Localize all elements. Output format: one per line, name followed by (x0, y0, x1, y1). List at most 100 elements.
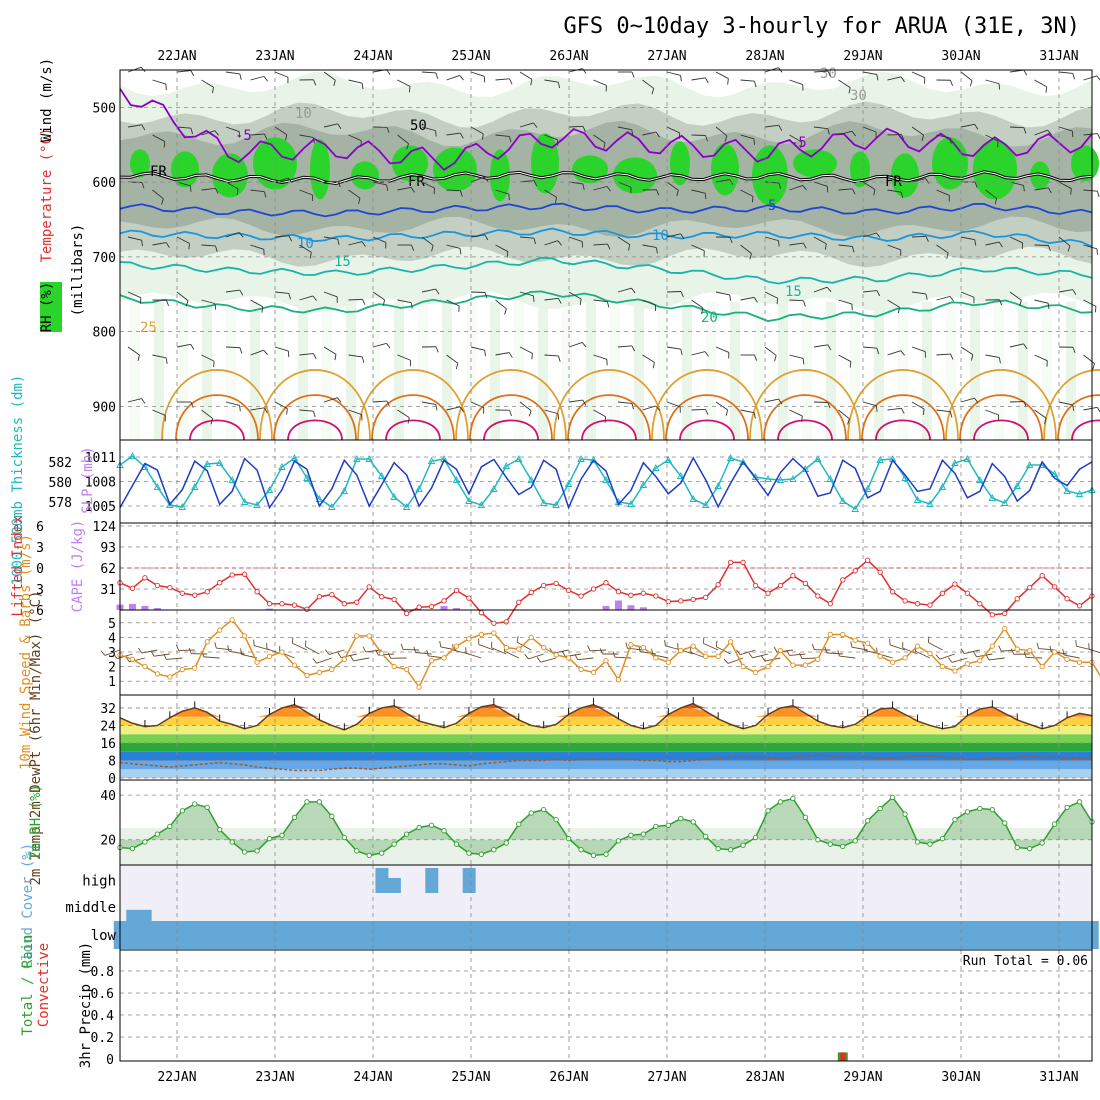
wind-barb (519, 236, 534, 239)
wind10-barb (801, 657, 818, 660)
lifted-index-series-point (179, 590, 185, 596)
cloud-cell-low (475, 921, 489, 949)
rh-low-column (634, 301, 644, 440)
wind10-barb-flag (1062, 648, 1065, 656)
cloud-cell-low (375, 921, 389, 949)
wind-barb (348, 79, 363, 84)
wind-barb-flag (190, 70, 195, 77)
wind10-series-point (1051, 649, 1058, 655)
wind10-barb (104, 649, 121, 656)
wind-barb (813, 181, 828, 187)
rh2m-series-point (590, 852, 597, 858)
wind10-series-point (428, 658, 435, 664)
rh-bright-cell (212, 153, 248, 198)
cloud-cell-low (387, 921, 401, 949)
thickness-series-point (652, 464, 660, 471)
wind-barb (152, 79, 167, 85)
wind10-barb (491, 647, 507, 655)
wind-barb-flag (165, 242, 170, 248)
wind-barb (862, 181, 876, 190)
wind-barb (813, 236, 827, 245)
wind10-barb-flag (536, 657, 542, 663)
contour-label: 30 (820, 66, 837, 82)
rh-low-column (874, 301, 884, 440)
wind-barb (789, 242, 804, 246)
warm-contour (469, 394, 553, 441)
wind-barb-flag (631, 129, 634, 136)
warm-contour (959, 394, 1043, 441)
wind-barb (911, 71, 925, 79)
wind-ylabel: 10m Wind Speed & Barbs (m/s) (18, 534, 34, 770)
wind-barb (642, 299, 656, 306)
thickness-series-point (664, 456, 673, 463)
wind-barb (176, 70, 191, 73)
lifted-index-series-point (428, 603, 435, 610)
cape-ytick: 93 (100, 541, 116, 556)
rh-low-column (970, 301, 980, 440)
thickness-series-point (539, 499, 548, 506)
wind10-barb (403, 648, 420, 651)
wind-barb-flag (459, 75, 464, 81)
temp-ytick: 16 (100, 737, 116, 752)
wind-barb (1083, 244, 1098, 250)
wind-barb-flag (974, 239, 977, 246)
temp-stripe-2 (120, 751, 1092, 761)
wind-barb (470, 176, 485, 183)
wind-barb (544, 189, 557, 198)
cloud-cell-low (599, 921, 613, 949)
lifted-index-series-point (802, 580, 809, 587)
wind-barb-flag (778, 240, 780, 247)
rh2m-series-point (1051, 821, 1058, 827)
wind-barb-flag (435, 288, 440, 295)
wind10-barb (228, 650, 245, 655)
wind-barb (127, 291, 141, 299)
wind-barb (274, 235, 289, 238)
lifted-index-series-point (366, 584, 372, 590)
wind-barb (985, 241, 1000, 246)
contour-label: FR (150, 164, 167, 180)
wind-barb-flag (849, 361, 852, 368)
wind-barb-flag (557, 298, 562, 304)
wind-barb-flag (946, 252, 949, 259)
cloud-cell-low (998, 921, 1012, 949)
wind-barb-flag (386, 127, 390, 134)
top-date-label: 23JAN (255, 49, 294, 64)
wind10-barb-flag (960, 648, 965, 654)
wind-barb (789, 354, 804, 359)
wind-barb (789, 185, 803, 191)
cloud-cell-low (911, 921, 925, 949)
wind10-barb-flag (400, 643, 404, 650)
rh2m-series-point (690, 819, 696, 825)
rh-low-column (898, 301, 908, 440)
wind-barb (960, 291, 975, 298)
wind10-series-point (179, 666, 185, 673)
thickness-series-point (701, 501, 710, 508)
temp2m-series-line (119, 702, 1093, 731)
cloud-cell-low (176, 921, 190, 949)
wind-barb-flag (852, 188, 856, 195)
warm-contour (567, 394, 651, 441)
wind-barb-flag (1072, 289, 1077, 295)
wind-barb (838, 299, 853, 305)
cloud-cell-low (325, 921, 339, 949)
lifted-index-series-point (1039, 573, 1045, 579)
wind-barb (1083, 406, 1098, 411)
wind10-barb (839, 655, 856, 659)
wind10-series-point (1039, 663, 1045, 670)
wind-barb (936, 353, 951, 356)
wind-barb-flag (312, 137, 315, 144)
wind10-series-point (192, 665, 198, 671)
wind-barb-flag (484, 350, 486, 357)
wind10-series-point (142, 663, 148, 670)
wind-barb (617, 345, 632, 348)
thickness-series-point (490, 485, 498, 492)
cloud-cell-low (151, 921, 165, 949)
cape-bar (141, 605, 149, 610)
wind-barb (985, 79, 1000, 85)
wind-barb (568, 399, 583, 403)
upper-ylabel-mb-part: (millibars) (70, 224, 86, 317)
cloud-cell-low (163, 921, 177, 949)
lifted-index-series-point (379, 594, 385, 600)
wind10-barb-flag (561, 651, 566, 657)
wind-barb (176, 181, 191, 187)
